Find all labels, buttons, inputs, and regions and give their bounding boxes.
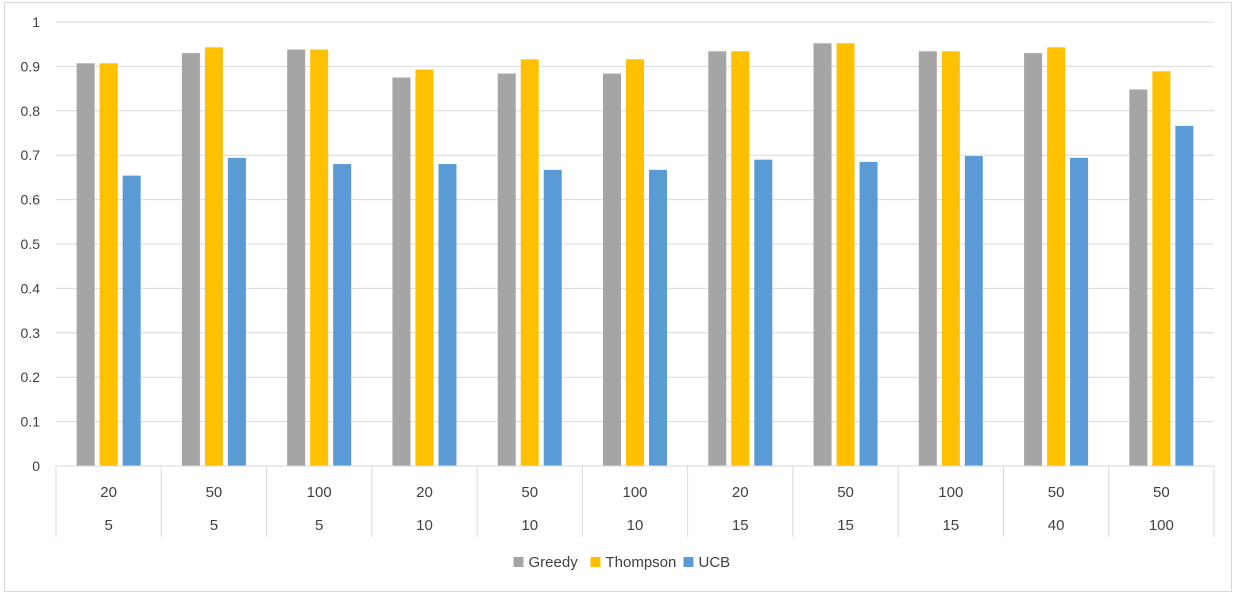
x-tick-label-inner: 10	[521, 517, 538, 534]
bar-greedy	[1129, 89, 1147, 466]
y-tick-label: 0.8	[21, 103, 41, 119]
bar-thompson	[1047, 47, 1065, 466]
bar-thompson	[731, 51, 749, 466]
x-tick-label-outer: 20	[732, 484, 749, 501]
bar-thompson	[100, 63, 118, 466]
bar-ucb	[965, 156, 983, 466]
legend-swatch-greedy	[514, 557, 524, 567]
x-tick-label-outer: 100	[307, 484, 332, 501]
bar-greedy	[498, 74, 516, 466]
bar-thompson	[310, 50, 328, 466]
x-tick-label-inner: 15	[732, 517, 749, 534]
bar-ucb	[438, 164, 456, 466]
bar-greedy	[603, 74, 621, 466]
y-tick-label: 1	[32, 14, 40, 30]
y-tick-label: 0.5	[21, 236, 41, 252]
bar-greedy	[182, 53, 200, 466]
bar-greedy	[392, 78, 410, 467]
x-tick-label-inner: 100	[1149, 517, 1174, 534]
bar-ucb	[860, 162, 878, 466]
bar-ucb	[544, 170, 562, 466]
x-tick-label-outer: 100	[938, 484, 963, 501]
y-tick-label: 0.3	[21, 325, 41, 341]
bar-thompson	[205, 47, 223, 466]
bar-thompson	[415, 70, 433, 466]
legend-swatch-ucb	[684, 557, 694, 567]
bar-greedy	[77, 63, 95, 466]
x-tick-label-outer: 100	[622, 484, 647, 501]
x-tick-label-inner: 5	[104, 517, 112, 534]
x-tick-label-inner: 15	[942, 517, 959, 534]
legend: Greedy Thompson UCB	[514, 554, 731, 571]
x-tick-label-outer: 50	[1048, 484, 1065, 501]
legend-swatch-thompson	[591, 557, 601, 567]
x-tick-label-inner: 5	[210, 517, 218, 534]
bar-ucb	[333, 164, 351, 466]
legend-label-ucb: UCB	[699, 554, 731, 571]
y-tick-label: 0.7	[21, 147, 41, 163]
y-tick-label: 0.1	[21, 414, 41, 430]
x-tick-label-outer: 50	[837, 484, 854, 501]
x-tick-label-inner: 15	[837, 517, 854, 534]
x-tick-label-outer: 50	[206, 484, 223, 501]
y-tick-label: 0.6	[21, 192, 41, 208]
bar-greedy	[708, 51, 726, 466]
bar-ucb	[1175, 126, 1193, 466]
bar-greedy	[919, 51, 937, 466]
bar-thompson	[1152, 71, 1170, 466]
bar-greedy	[287, 50, 305, 466]
bar-ucb	[1070, 158, 1088, 466]
x-tick-label-inner: 5	[315, 517, 323, 534]
bar-ucb	[228, 158, 246, 466]
x-tick-label-outer: 20	[416, 484, 433, 501]
x-tick-label-outer: 50	[521, 484, 538, 501]
x-tick-label-inner: 40	[1048, 517, 1065, 534]
legend-label-greedy: Greedy	[529, 554, 579, 571]
legend-label-thompson: Thompson	[606, 554, 677, 571]
y-tick-label: 0.4	[21, 280, 41, 296]
bar-ucb	[649, 170, 667, 466]
bar-ucb	[123, 176, 141, 466]
bar-greedy	[814, 43, 832, 466]
bar-greedy	[1024, 53, 1042, 466]
x-tick-label-inner: 10	[416, 517, 433, 534]
bar-ucb	[754, 160, 772, 466]
bar-thompson	[521, 59, 539, 466]
y-tick-label: 0.2	[21, 369, 41, 385]
bar-thompson	[942, 51, 960, 466]
bar-thompson	[837, 43, 855, 466]
y-tick-label: 0.9	[21, 58, 41, 74]
x-tick-label-inner: 10	[627, 517, 644, 534]
x-tick-label-outer: 20	[100, 484, 117, 501]
x-tick-label-outer: 50	[1153, 484, 1170, 501]
y-tick-label: 0	[32, 458, 40, 474]
bar-thompson	[626, 59, 644, 466]
